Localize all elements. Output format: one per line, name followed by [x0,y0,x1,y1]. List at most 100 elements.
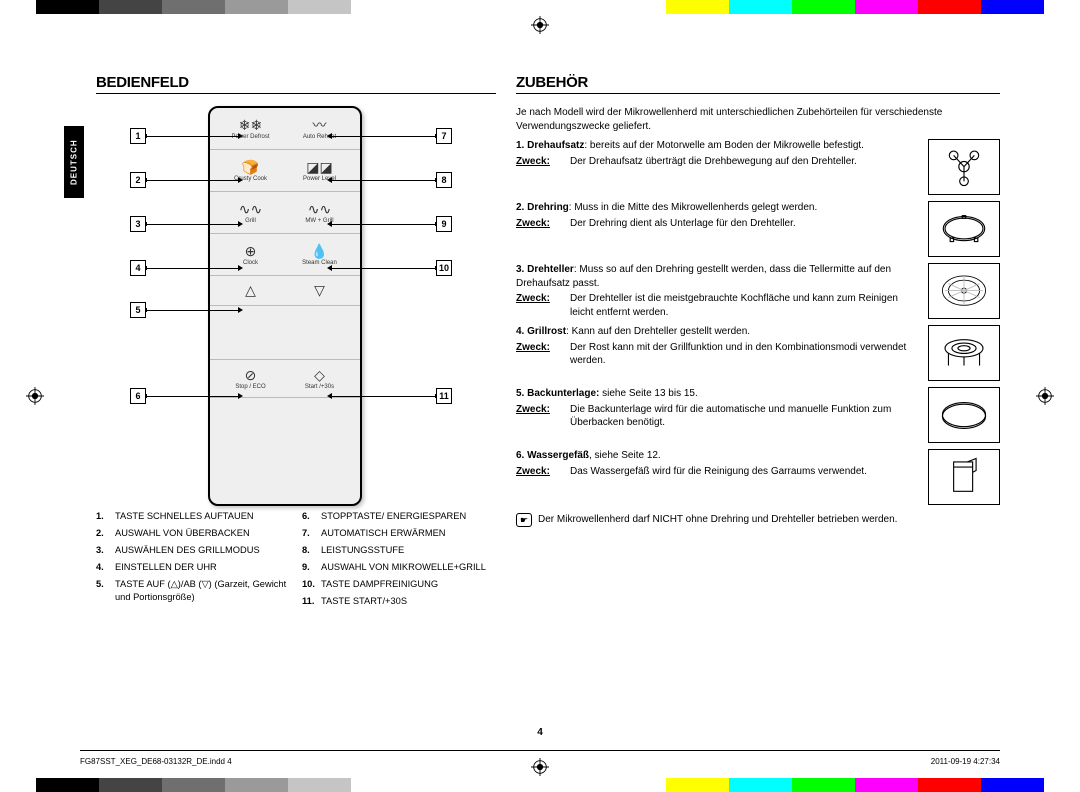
color-swatch [351,0,414,14]
color-swatch [540,0,603,14]
colorbar-top [36,0,1044,14]
panel-row: △▽ [210,276,360,306]
note-text: Der Mikrowellenherd darf NICHT ohne Dreh… [538,513,897,527]
panel-row: ∿∿Grill∿∿MW + Grill [210,192,360,234]
callout-number: 5 [130,302,146,318]
callout-number: 8 [436,172,452,188]
legend-item: 8.LEISTUNGSSTUFE [302,544,496,557]
panel-button [216,417,354,419]
callout-line [146,396,238,397]
accessory-item: 4. Grillrost: Kann auf den Drehteller ge… [516,325,1000,381]
color-swatch [477,778,540,792]
panel-button: ∿∿MW + Grill [285,202,354,224]
color-swatch [225,778,288,792]
color-swatch [918,778,981,792]
callout-number: 4 [130,260,146,276]
registration-mark-icon [26,387,44,405]
legend-item: 4.EINSTELLEN DER UHR [96,561,290,574]
panel-row [210,306,360,360]
color-swatch [288,778,351,792]
language-tab: DEUTSCH [64,126,84,198]
panel-button: ◪◪Power Level [285,160,354,182]
callout-line [146,268,238,269]
panel-button [216,332,354,334]
color-swatch [666,778,729,792]
color-swatch [414,778,477,792]
callout-line [146,224,238,225]
callout-number: 1 [130,128,146,144]
page: DEUTSCH BEDIENFELD ❄❄Power Defrost〰Auto … [0,0,1080,792]
callout-line [332,136,436,137]
section-zubehoer: ZUBEHÖR Je nach Modell wird der Mikrowel… [516,74,1000,612]
accessory-item: 1. Drehaufsatz: bereits auf der Motorwel… [516,139,1000,195]
accessory-icon [928,139,1000,195]
section-title: BEDIENFELD [96,74,496,94]
color-swatch [792,778,855,792]
accessory-icon [928,201,1000,257]
intro-text: Je nach Modell wird der Mikrowellenherd … [516,106,1000,133]
color-swatch [666,0,729,14]
legend-item: 9.AUSWAHL VON MIKROWELLE+GRILL [302,561,496,574]
color-swatch [162,0,225,14]
color-swatch [855,778,918,792]
accessory-icon [928,387,1000,443]
panel-button: 🍞Crusty Cook [216,160,285,182]
color-swatch [351,778,414,792]
section-bedienfeld: BEDIENFELD ❄❄Power Defrost〰Auto Reheat🍞C… [96,74,496,612]
color-swatch [36,0,99,14]
legend-item: 5.TASTE AUF (△)/AB (▽) (Garzeit, Gewicht… [96,578,290,604]
panel-row: ❄❄Power Defrost〰Auto Reheat [210,108,360,150]
callout-line [146,136,238,137]
color-swatch [162,778,225,792]
callout-number: 3 [130,216,146,232]
footer: FG87SST_XEG_DE68-03132R_DE.indd 4 2011-0… [80,750,1000,766]
panel-row: ⊘Stop / ECO◇Start /+30s [210,360,360,398]
accessory-item: 6. Wassergefäß, siehe Seite 12.Zweck:Das… [516,449,1000,505]
legend: 1.TASTE SCHNELLES AUFTAUEN2.AUSWAHL VON … [96,510,496,612]
callout-number: 7 [436,128,452,144]
color-swatch [792,0,855,14]
color-swatch [603,0,666,14]
color-swatch [99,0,162,14]
color-swatch [99,778,162,792]
control-panel-diagram: ❄❄Power Defrost〰Auto Reheat🍞Crusty Cook◪… [96,106,496,496]
color-swatch [225,0,288,14]
panel-button: ◇Start /+30s [285,368,354,390]
callout-number: 6 [130,388,146,404]
panel-row: 🍞Crusty Cook◪◪Power Level [210,150,360,192]
panel-button: ▽ [285,283,354,299]
footer-file: FG87SST_XEG_DE68-03132R_DE.indd 4 [80,757,232,766]
accessory-icon [928,449,1000,505]
section-title: ZUBEHÖR [516,74,1000,94]
callout-number: 10 [436,260,452,276]
color-swatch [36,778,99,792]
warning-note: ☛ Der Mikrowellenherd darf NICHT ohne Dr… [516,513,1000,527]
callout-number: 11 [436,388,452,404]
callout-line [146,310,238,311]
color-swatch [729,778,792,792]
panel-button: ⊕Clock [216,244,285,266]
legend-item: 10.TASTE DAMPFREINIGUNG [302,578,496,591]
note-icon: ☛ [516,513,532,527]
panel-row: ⊕Clock💧Steam Clean [210,234,360,276]
control-panel: ❄❄Power Defrost〰Auto Reheat🍞Crusty Cook◪… [208,106,362,506]
callout-line [332,268,436,269]
panel-button: ∿∿Grill [216,202,285,224]
color-swatch [981,778,1044,792]
legend-item: 11.TASTE START/+30S [302,595,496,608]
color-swatch [288,0,351,14]
color-swatch [729,0,792,14]
legend-item: 2.AUSWAHL VON ÜBERBACKEN [96,527,290,540]
content: BEDIENFELD ❄❄Power Defrost〰Auto Reheat🍞C… [0,14,1080,612]
panel-row [210,398,360,438]
color-swatch [918,0,981,14]
accessory-item: 5. Backunterlage: siehe Seite 13 bis 15.… [516,387,1000,443]
callout-line [146,180,238,181]
color-swatch [855,0,918,14]
legend-item: 3.AUSWÄHLEN DES GRILLMODUS [96,544,290,557]
footer-date: 2011-09-19 4:27:34 [931,757,1000,766]
color-swatch [603,778,666,792]
callout-number: 9 [436,216,452,232]
panel-button: △ [216,283,285,299]
color-swatch [540,778,603,792]
